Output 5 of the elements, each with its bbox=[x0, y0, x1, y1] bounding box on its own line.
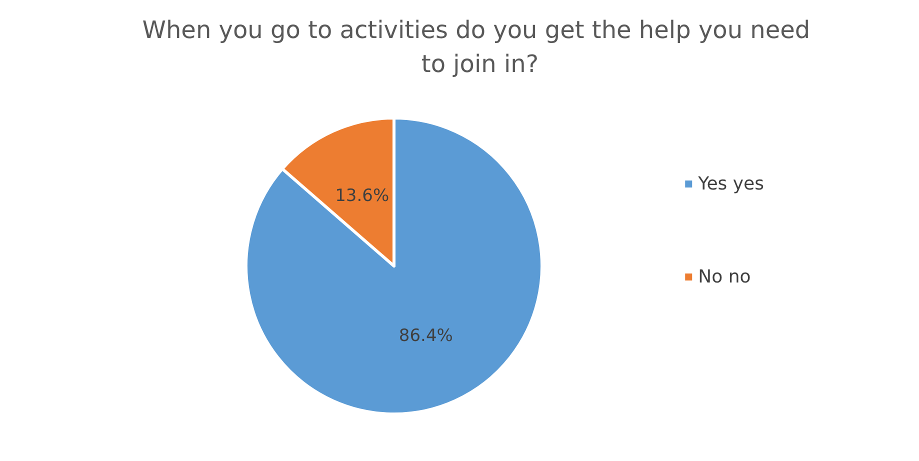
legend-label: No no bbox=[698, 266, 751, 288]
chart-title: When you go to activities do you get the help you need to join in? bbox=[142, 16, 818, 78]
legend-label: Yes yes bbox=[697, 174, 764, 194]
data-label: 86.4% bbox=[398, 326, 453, 346]
data-label: 13.6% bbox=[335, 186, 390, 206]
